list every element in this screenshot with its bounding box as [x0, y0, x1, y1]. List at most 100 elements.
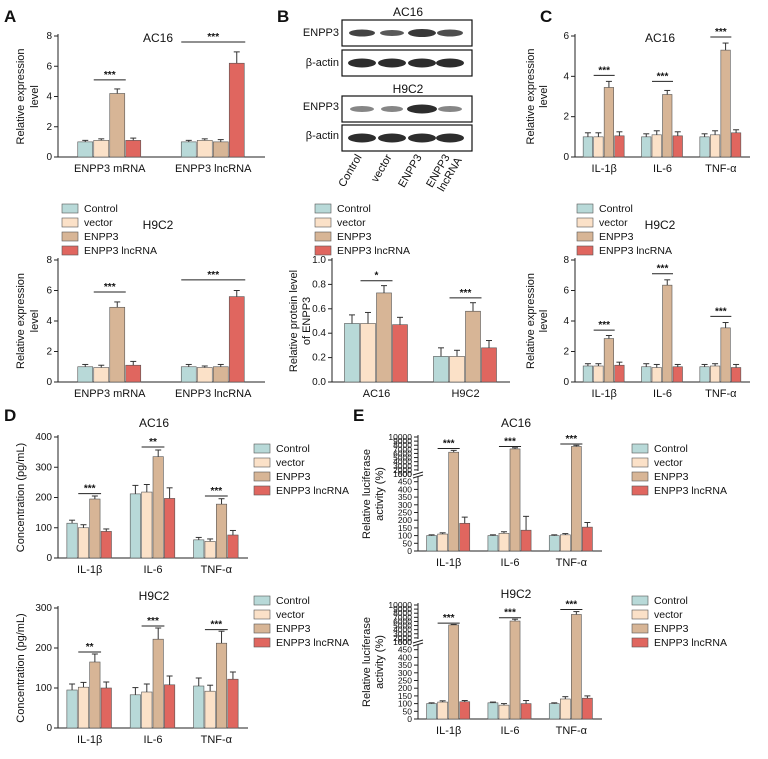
x-tick-label: AC16 — [363, 388, 391, 400]
legend-swatch — [577, 232, 593, 241]
x-tick-label: H9C2 — [451, 388, 479, 400]
bar — [604, 339, 614, 382]
y-tick-label: 0.2 — [312, 353, 326, 364]
significance-label: *** — [715, 27, 727, 38]
bar — [78, 687, 88, 728]
legend-swatch — [632, 624, 648, 633]
significance-label: *** — [565, 600, 577, 611]
legend-swatch — [254, 472, 270, 481]
blot-lane-label-vector: vector — [369, 152, 395, 184]
x-tick-label: TNF-α — [705, 388, 737, 400]
western-blot: AC16 H9C2 ENPP3 β-actin ENPP3 β-actin Co… — [303, 5, 472, 194]
bar — [67, 690, 77, 728]
bar — [673, 136, 683, 157]
blot-band — [349, 30, 375, 37]
bar — [615, 365, 625, 382]
bar — [549, 704, 559, 719]
y-axis-label: level — [29, 310, 41, 333]
bar — [90, 499, 100, 558]
panel-letter-c: C — [540, 7, 552, 26]
blot-band — [437, 30, 463, 37]
bar — [216, 504, 226, 558]
blot-band — [408, 59, 436, 68]
blot-row-label-actin-h9c2: β-actin — [306, 130, 339, 142]
legend-label: vector — [654, 609, 683, 621]
legend-swatch — [632, 472, 648, 481]
bar — [90, 662, 100, 728]
blot-band — [348, 59, 376, 68]
bar — [205, 541, 215, 558]
legend-label: ENPP3 — [599, 231, 634, 243]
bar — [94, 368, 109, 382]
bar — [78, 528, 88, 558]
significance-label: *** — [504, 608, 516, 619]
bar — [560, 535, 570, 551]
legend-label: vector — [276, 457, 305, 469]
legend-label: ENPP3 lncRNA — [654, 637, 727, 649]
bar — [229, 297, 244, 382]
bar — [594, 366, 604, 382]
chart-d1: AC16 Concentration (pg/mL) 0 100 200 300 400 IL… — [15, 416, 248, 576]
x-tick-label: TNF-α — [556, 725, 588, 737]
bar — [427, 536, 437, 551]
bar — [181, 367, 196, 382]
significance-label: *** — [715, 306, 727, 317]
panel-letter-a: A — [4, 7, 16, 26]
bar — [450, 356, 465, 382]
bar — [549, 536, 559, 551]
y-axis-label: Relative expression — [525, 49, 537, 145]
legend-swatch — [632, 638, 648, 647]
bar — [110, 307, 125, 382]
y-tick-label: 2 — [563, 112, 569, 123]
y-tick-label: 400 — [35, 432, 52, 443]
y-axis-label: Relative expression — [15, 49, 27, 145]
bar — [571, 446, 581, 551]
y-tick-label: 0 — [563, 377, 569, 388]
blot-lane-label-enpp3: ENPP3 — [396, 153, 424, 190]
blot-band — [436, 59, 464, 68]
legend-label: ENPP3 — [654, 471, 689, 483]
y-axis-label: Relative luciferase — [361, 449, 373, 539]
chart-title: AC16 — [143, 31, 173, 45]
bar — [164, 498, 174, 558]
blot-band — [348, 134, 376, 143]
significance-label: *** — [598, 65, 610, 76]
y-axis-label: Relative expression — [15, 273, 27, 369]
legend-swatch — [254, 610, 270, 619]
bar — [510, 621, 520, 719]
significance-label: *** — [657, 264, 669, 275]
y-tick-label: 300 — [35, 603, 52, 614]
bar — [721, 328, 731, 382]
significance-label: *** — [210, 620, 222, 631]
y-tick-label: 10000 — [388, 432, 412, 442]
bar — [153, 639, 163, 728]
legend-swatch — [632, 486, 648, 495]
bar — [583, 137, 593, 157]
significance-label: *** — [147, 616, 159, 627]
bar — [594, 137, 604, 157]
blot-band — [380, 30, 404, 36]
y-axis-label: level — [29, 85, 41, 108]
legend-label: Control — [276, 443, 310, 455]
bar — [652, 368, 662, 382]
panel-letter-b: B — [277, 7, 289, 26]
legend-4: Control vector ENPP3 ENPP3 lncRNA — [254, 443, 349, 497]
bar — [78, 367, 93, 382]
y-tick-label: 8 — [46, 255, 52, 266]
significance-label: *** — [104, 70, 116, 81]
bar — [663, 285, 673, 382]
bar — [460, 702, 470, 719]
y-tick-label: 200 — [35, 643, 52, 654]
legend-swatch — [62, 204, 78, 213]
legend-swatch — [632, 458, 648, 467]
y-tick-label: 2 — [563, 347, 569, 358]
y-tick-label: 4 — [563, 316, 569, 327]
bar — [510, 449, 520, 551]
legend-swatch — [315, 232, 331, 241]
y-tick-label: 2 — [46, 347, 52, 358]
y-tick-label: 4 — [46, 316, 52, 327]
y-tick-label: 0 — [46, 152, 52, 163]
bar — [571, 614, 581, 719]
y-tick-label: 4 — [563, 71, 569, 82]
